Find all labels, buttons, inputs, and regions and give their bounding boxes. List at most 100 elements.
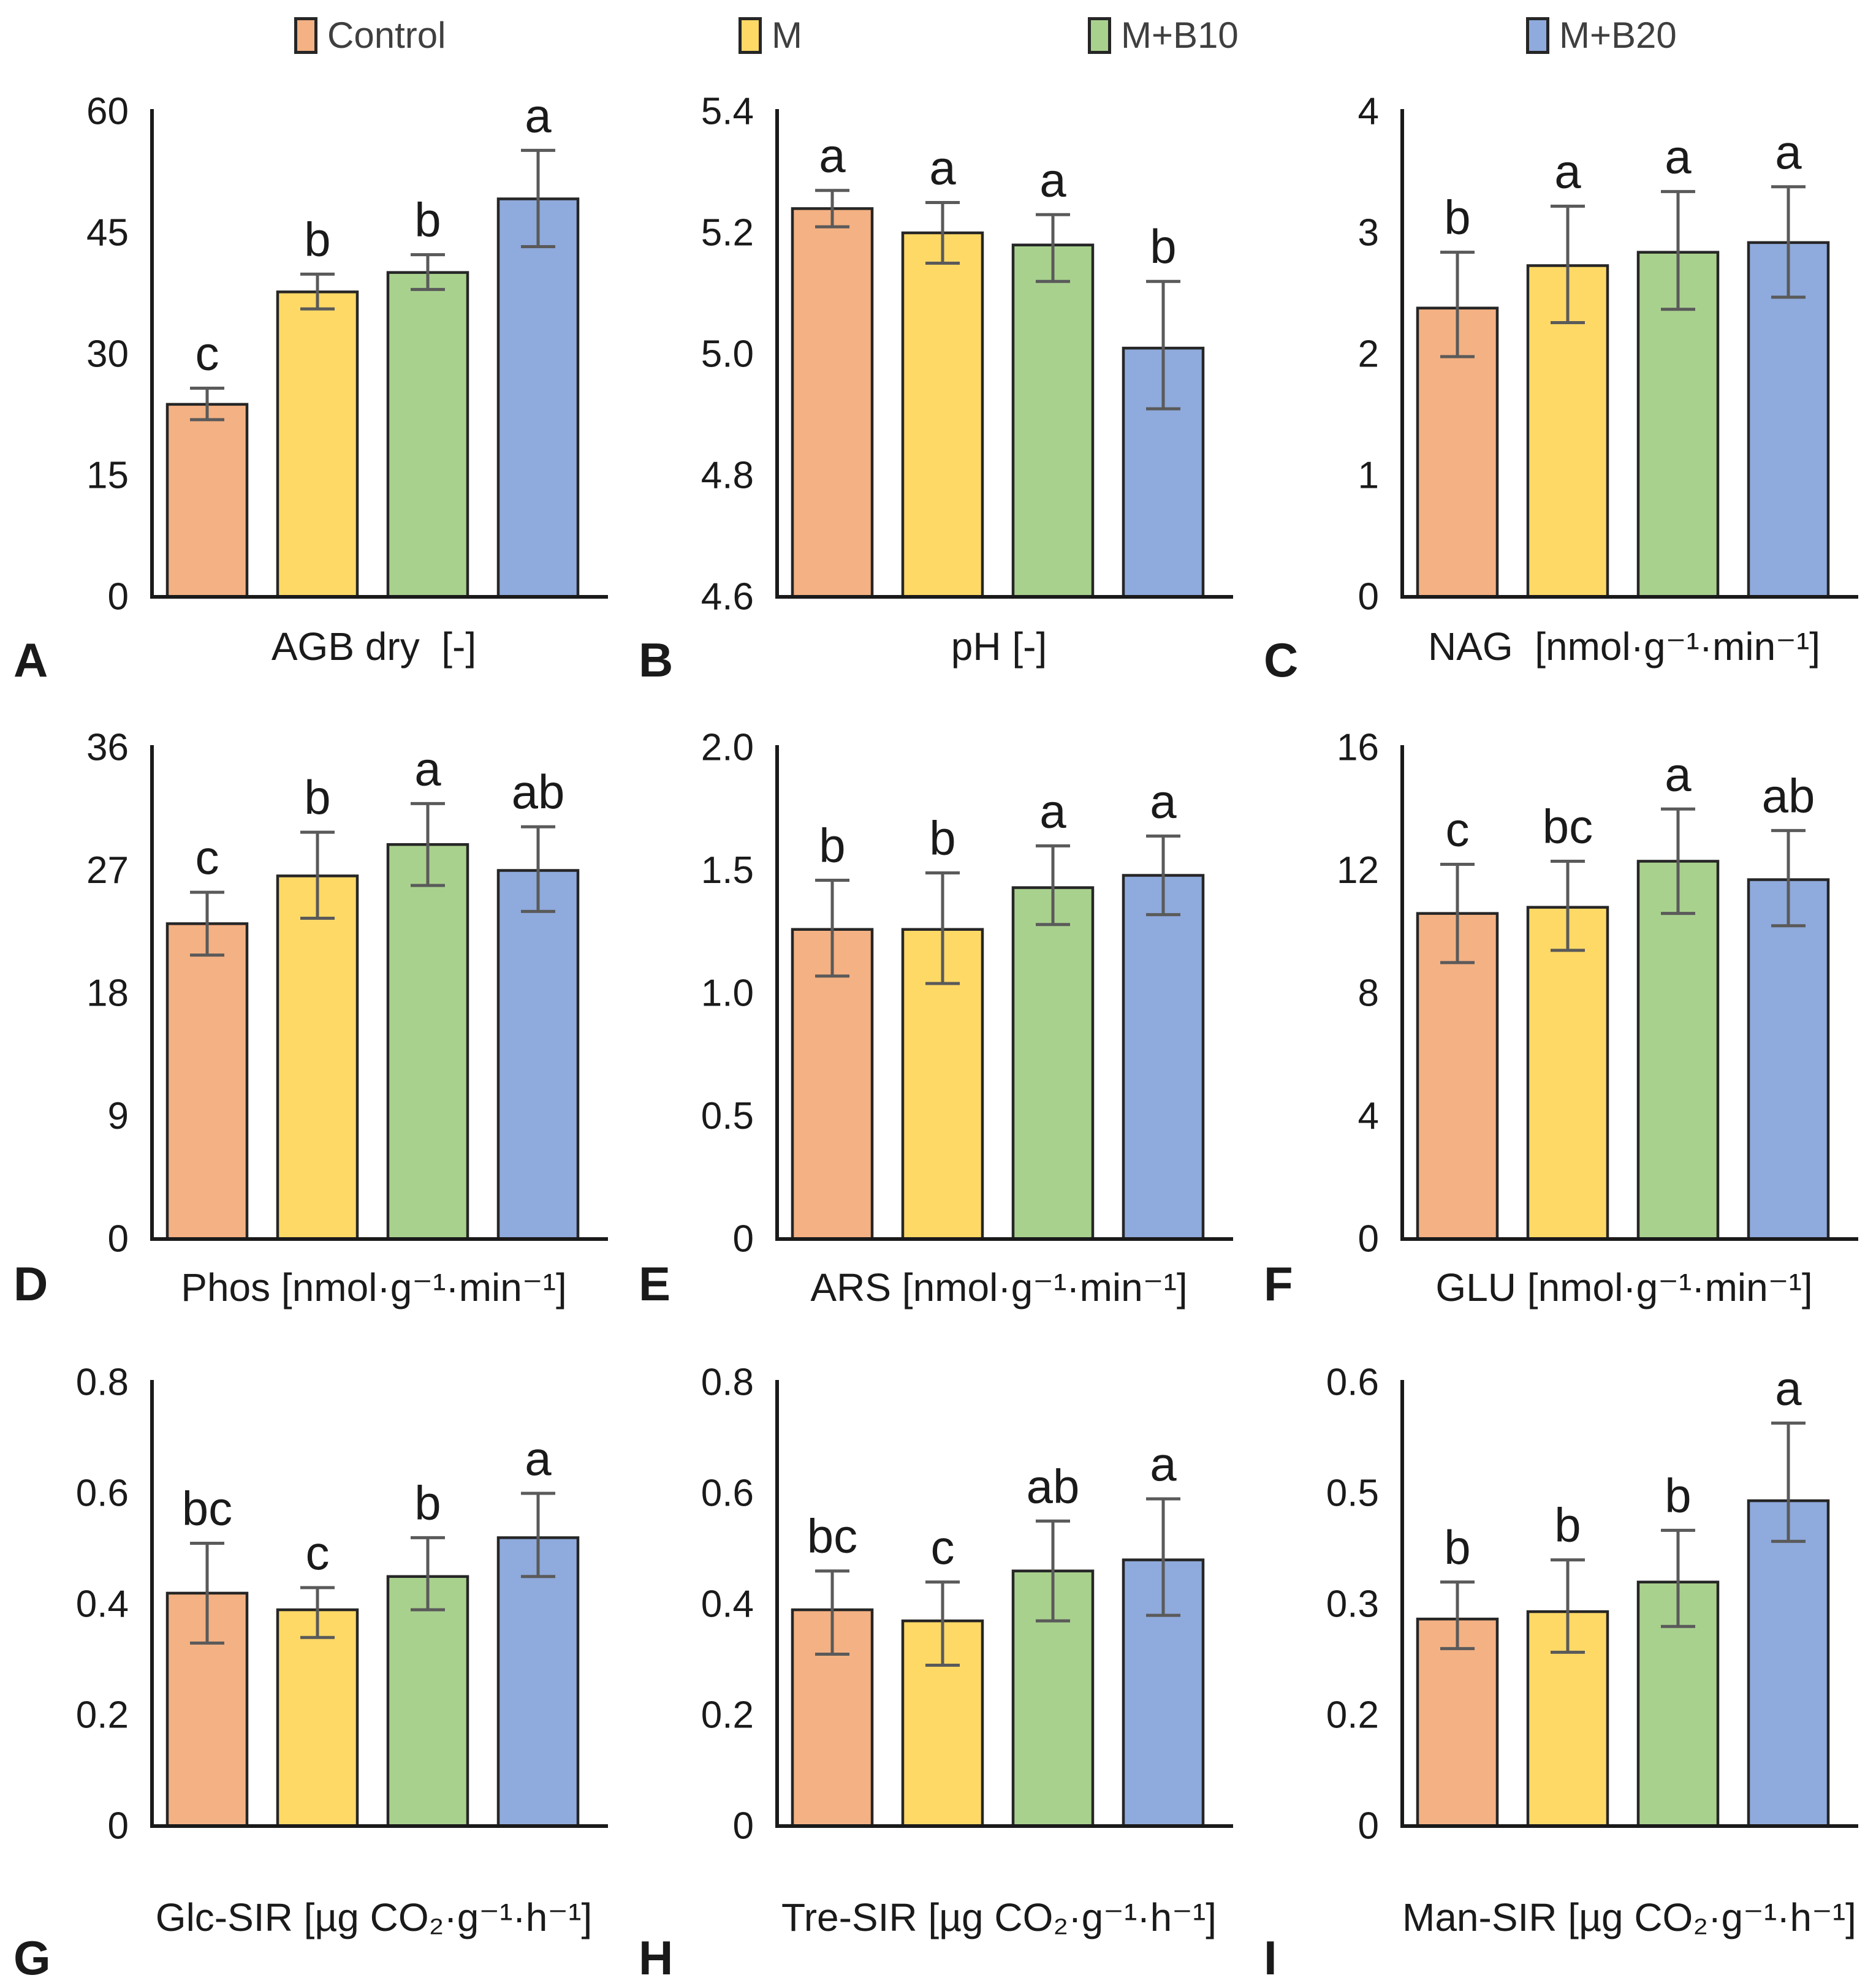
y-tick-label: 60	[86, 91, 129, 133]
x-axis-label: Phos [nmol·g⁻¹·min⁻¹]	[181, 1265, 567, 1309]
y-tick-label: 12	[1337, 849, 1379, 892]
bar-control	[791, 207, 874, 599]
y-tick-label: 16	[1337, 727, 1379, 769]
y-tick-label: 36	[86, 727, 129, 769]
bar-chart-tre-sir: 0 0.2 0.4 0.6 0.8 bc c ab a	[701, 1362, 1233, 1848]
x-axis-label: GLU [nmol·g⁻¹·min⁻¹]	[1435, 1265, 1813, 1309]
panel-letter-g: G	[13, 1931, 51, 1985]
significance-letter: a	[929, 141, 956, 195]
panel-letter-i: I	[1264, 1931, 1277, 1985]
bar-chart-man-sir: 0 0.2 0.3 0.5 0.6 b b b a	[1326, 1361, 1858, 1848]
y-tick-label: 1.5	[701, 849, 754, 892]
chart-panel-f: 0 4 8 12 16 c bc a ab GLU [nmol·g⁻¹·min⁻¹] F	[1250, 686, 1875, 1311]
significance-letter: b	[414, 193, 441, 247]
bar-chart-ars: 0 0.5 1.0 1.5 2.0 b b a a	[701, 727, 1233, 1260]
y-tick-label: 1.0	[701, 972, 754, 1015]
y-tick-label: 1	[1358, 455, 1379, 497]
bar-control	[791, 928, 874, 1241]
y-tick-label: 9	[108, 1095, 129, 1137]
y-tick-label: 0	[1358, 576, 1379, 618]
y-tick-label: 0.3	[1326, 1583, 1379, 1626]
chart-panel-d: 0 9 18 27 36 c b a ab Phos [nmol·g⁻¹·min⁻¹] D	[0, 686, 625, 1311]
significance-letter: b	[1554, 1498, 1581, 1552]
y-tick-label: 0.6	[701, 1472, 754, 1515]
significance-letter: a	[525, 1431, 552, 1485]
significance-letter: ab	[512, 765, 565, 819]
y-tick-label: 0.5	[1326, 1472, 1379, 1515]
y-tick-label: 4	[1358, 1095, 1379, 1137]
bar-m-b20	[496, 1536, 580, 1828]
legend-item-m: M	[739, 13, 802, 58]
y-tick-label: 0.8	[76, 1362, 129, 1404]
legend-swatch-m-b20-icon	[1526, 17, 1549, 54]
x-axis-label: ARS [nmol·g⁻¹·min⁻¹]	[810, 1265, 1188, 1309]
y-tick-label: 8	[1358, 972, 1379, 1015]
bar-m	[1526, 906, 1609, 1241]
y-tick-label: 45	[86, 212, 129, 254]
significance-letter: c	[196, 326, 219, 380]
bar-control	[1416, 1617, 1499, 1828]
bar-m-b20	[496, 869, 580, 1241]
bar-chart-nag: 0 1 2 3 4 b a a a	[1358, 91, 1858, 618]
y-tick-label: 3	[1358, 212, 1379, 254]
x-axis-label: pH [-]	[951, 624, 1047, 669]
bar-chart-glu: 0 4 8 12 16 c bc a ab	[1337, 727, 1858, 1260]
y-tick-label: 0.6	[76, 1472, 129, 1515]
bar-m-b10	[1011, 886, 1095, 1241]
y-tick-label: 2	[1358, 333, 1379, 376]
y-tick-label: 15	[86, 455, 129, 497]
y-tick-label: 4	[1358, 91, 1379, 133]
legend-swatch-m-b10-icon	[1088, 17, 1111, 54]
bar-m-b10	[1636, 860, 1720, 1241]
legend-label: Control	[327, 15, 446, 56]
significance-letter: a	[1039, 784, 1066, 838]
y-tick-label: 0.8	[701, 1362, 754, 1404]
significance-letter: a	[1039, 153, 1066, 207]
y-tick-label: 0.2	[1326, 1694, 1379, 1737]
y-tick-label: 27	[86, 849, 129, 892]
significance-letter: c	[306, 1526, 330, 1580]
legend-label: M+B20	[1559, 15, 1677, 56]
significance-letter: b	[819, 819, 845, 873]
bar-m-b10	[386, 843, 469, 1241]
significance-letter: b	[1444, 191, 1470, 244]
significance-letter: bc	[182, 1481, 232, 1535]
bar-chart-agb-dry: 0 15 30 45 60 c b b a	[86, 88, 608, 618]
significance-letter: a	[1665, 130, 1692, 184]
y-tick-label: 0.2	[701, 1694, 754, 1737]
bar-m-b20	[1747, 241, 1830, 599]
significance-letter: a	[1150, 774, 1177, 828]
bar-m	[276, 290, 359, 599]
y-tick-label: 5.4	[701, 91, 754, 133]
y-tick-label: 2.0	[701, 727, 754, 769]
y-tick-label: 30	[86, 333, 129, 376]
chart-panel-c: 0 1 2 3 4 b a a a NAG [nmol·g⁻¹·min⁻¹] C	[1250, 74, 1875, 687]
significance-letter: b	[1444, 1520, 1470, 1574]
legend-swatch-control-icon	[294, 17, 317, 54]
chart-panel-a: 0 15 30 45 60 c b b a AGB dry [-] A	[0, 74, 625, 687]
bar-m-b10	[386, 271, 469, 599]
y-tick-label: 0.2	[76, 1694, 129, 1737]
significance-letter: bc	[1543, 799, 1593, 853]
chart-panel-b: 4.6 4.8 5.0 5.2 5.4 a a a b pH [-] B	[625, 74, 1250, 687]
x-axis-label: Glc-SIR [µg CO₂·g⁻¹·h⁻¹]	[155, 1895, 593, 1939]
bar-m-b20	[1747, 878, 1830, 1241]
y-tick-label: 0	[108, 576, 129, 618]
y-tick-label: 4.8	[701, 455, 754, 497]
panel-letter-c: C	[1264, 633, 1299, 687]
y-tick-label: 4.6	[701, 576, 754, 618]
significance-letter: ab	[1027, 1459, 1080, 1513]
y-tick-label: 0	[733, 1805, 754, 1848]
y-tick-label: 0	[108, 1805, 129, 1848]
bar-m	[276, 874, 359, 1241]
legend-item-m-b20: M+B20	[1526, 13, 1677, 58]
bar-chart-phos: 0 9 18 27 36 c b a ab	[86, 727, 608, 1260]
y-tick-label: 5.0	[701, 333, 754, 376]
significance-letter: a	[1554, 144, 1581, 198]
chart-panel-e: 0 0.5 1.0 1.5 2.0 b b a a ARS [nmol·g⁻¹·min⁻¹] E	[625, 686, 1250, 1311]
y-tick-label: 0.4	[701, 1583, 754, 1626]
x-axis-label: Tre-SIR [µg CO₂·g⁻¹·h⁻¹]	[781, 1895, 1217, 1939]
bar-chart-ph: 4.6 4.8 5.0 5.2 5.4 a a a b	[701, 91, 1233, 618]
y-tick-label: 0.6	[1326, 1362, 1379, 1404]
